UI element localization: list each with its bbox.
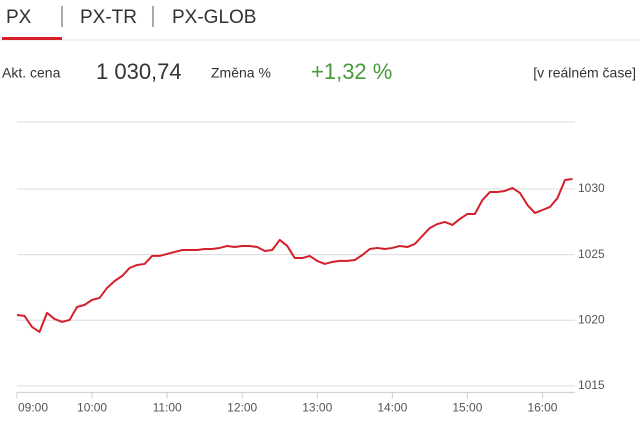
- active-tab-underline: [2, 37, 62, 40]
- price: 1 030,74: [96, 59, 182, 84]
- change-label: Změna %: [211, 65, 271, 81]
- y-tick-label: 1025: [578, 247, 605, 261]
- tab[interactable]: PX-TR: [80, 7, 137, 28]
- x-tick-label: 12:00: [227, 401, 257, 415]
- x-tick-label: 14:00: [377, 401, 407, 415]
- x-tick-label: 09:00: [18, 401, 48, 415]
- price-line: [16, 178, 573, 333]
- x-tick-label: 16:00: [527, 401, 557, 415]
- x-tick-label: 11:00: [153, 401, 182, 415]
- realtime-note: [v reálném čase]: [533, 65, 636, 81]
- y-tick-label: 1030: [578, 181, 605, 195]
- x-tick-label: 15:00: [452, 401, 482, 415]
- price-label: Akt. cena: [2, 65, 61, 81]
- x-tick-label: 13:00: [302, 401, 332, 415]
- tab[interactable]: PX: [6, 7, 32, 28]
- tab[interactable]: PX-GLOB: [172, 7, 256, 28]
- change: +1,32 %: [311, 59, 392, 84]
- x-tick-label: 10:00: [77, 401, 107, 415]
- y-tick-label: 1020: [578, 312, 605, 326]
- y-tick-label: 1015: [578, 378, 605, 392]
